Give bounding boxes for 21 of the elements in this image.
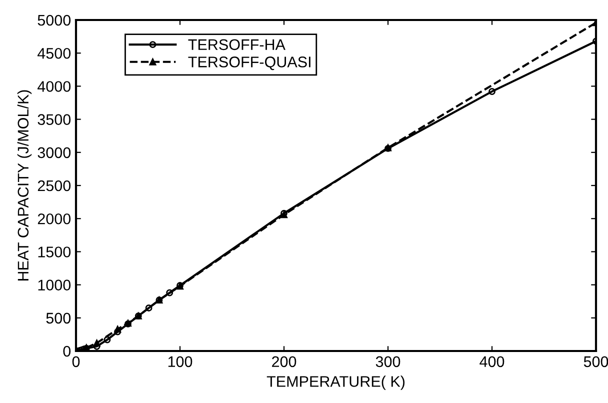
x-tick-label: 200	[272, 356, 296, 368]
x-tick-label: 400	[480, 356, 504, 368]
y-axis-title: HEAT CAPACITY (J/MOL/K)	[17, 90, 32, 280]
y-tick-label: 5000	[38, 14, 71, 26]
x-tick-label: 100	[168, 356, 192, 368]
y-tick-label: 3000	[38, 147, 71, 158]
x-tick-label: 0	[72, 356, 80, 368]
y-tick-label: 1000	[38, 280, 71, 290]
y-tick-label: 1500	[38, 246, 71, 258]
y-tick-label: 0	[63, 346, 71, 357]
x-axis-title: TEMPERATURE( K)	[266, 376, 405, 390]
y-tick-label: 2500	[38, 180, 71, 192]
y-tick-label: 4000	[38, 81, 71, 92]
x-tick-label: 500	[584, 356, 608, 368]
y-tick-label: 500	[46, 312, 71, 324]
y-tick-label: 4500	[38, 48, 71, 59]
y-tick-label: 3500	[38, 114, 71, 125]
legend-label: TERSOFF-QUASI	[188, 56, 310, 70]
x-tick-label: 300	[376, 356, 400, 368]
y-tick-label: 2000	[38, 213, 71, 224]
legend-label: TERSOFF-HA	[188, 39, 286, 50]
